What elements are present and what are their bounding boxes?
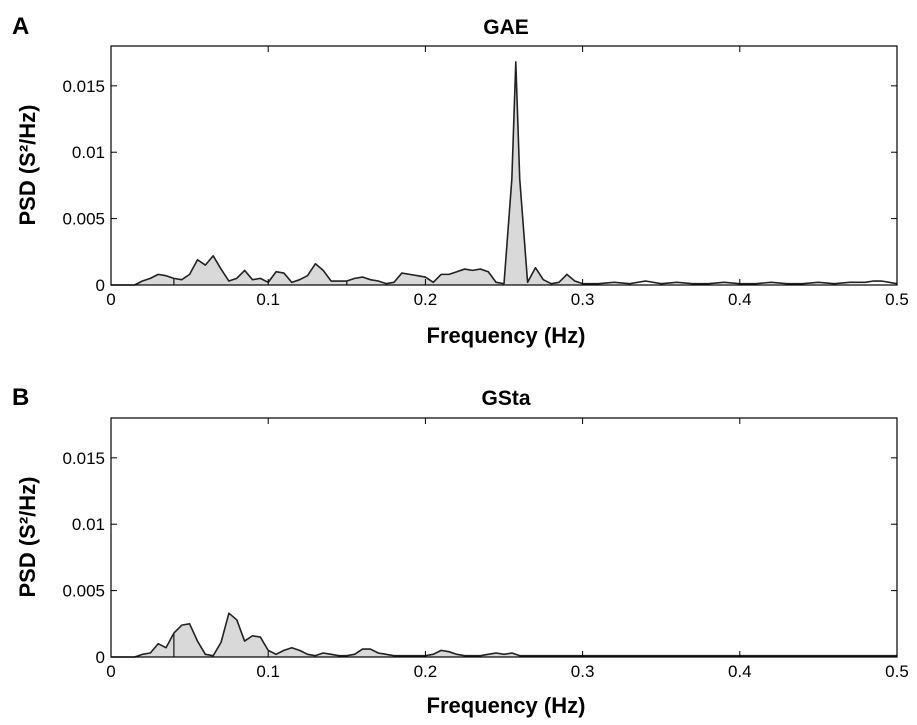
panel-a-letter: A bbox=[12, 13, 29, 40]
panel-a-y-tick-label: 0.005 bbox=[62, 210, 105, 229]
panel-a-title: GAE bbox=[483, 16, 529, 39]
panel-a-x-tick-label: 0.5 bbox=[885, 290, 909, 309]
panel-b-x-tick-label: 0 bbox=[106, 662, 115, 681]
panel-a-x-tick-label: 0.2 bbox=[414, 290, 438, 309]
panel-b-letter: B bbox=[12, 384, 29, 411]
panel-b-x-tick-label: 0.4 bbox=[728, 662, 752, 681]
panel-b-ylabel: PSD (S²/Hz) bbox=[15, 477, 40, 598]
panel-a-x-tick-label: 0 bbox=[106, 290, 115, 309]
panel-a-x-tick-label: 0.3 bbox=[571, 290, 595, 309]
panel-a-series-line bbox=[111, 61, 898, 286]
panel-b-shaded-area bbox=[134, 613, 583, 657]
panel-b-series-line bbox=[111, 612, 897, 658]
panel-a-x-tick-label: 0.4 bbox=[728, 290, 752, 309]
panel-b-y-tick-label: 0.005 bbox=[62, 582, 105, 601]
panel-a-y-tick-label: 0 bbox=[96, 276, 105, 295]
panel-b-xlabel: Frequency (Hz) bbox=[427, 693, 586, 718]
panel-b-y-tick-label: 0.015 bbox=[62, 449, 105, 468]
panel-b-x-tick-label: 0.5 bbox=[885, 662, 909, 681]
panel-b-plot: 0 0.1 0.2 0.3 0.4 0.5 0 0.005 0.01 0.015 bbox=[62, 417, 909, 681]
panel-a-x-tick-label: 0.1 bbox=[256, 290, 280, 309]
panel-b-x-tick-label: 0.3 bbox=[571, 662, 595, 681]
panel-a-y-tick-label: 0.015 bbox=[62, 77, 105, 96]
panel-b-x-tick-label: 0.1 bbox=[256, 662, 280, 681]
panel-b-title: GSta bbox=[481, 387, 530, 410]
panel-a-y-tick-label: 0.01 bbox=[72, 143, 105, 162]
panel-a: A GAE 0 0.1 0.2 0.3 0.4 0.5 0 0.005 0.01 0.015 Fr… bbox=[12, 13, 909, 348]
panel-b: B GSta 0 0.1 0.2 0.3 0.4 0.5 0 0.005 0.01 0.015 F… bbox=[12, 384, 909, 718]
panel-a-ylabel: PSD (S²/Hz) bbox=[15, 105, 40, 226]
panel-a-axes-frame bbox=[110, 45, 898, 286]
panel-a-plot: 0 0.1 0.2 0.3 0.4 0.5 0 0.005 0.01 0.015 bbox=[62, 45, 909, 309]
panel-b-y-tick-label: 0.01 bbox=[72, 515, 105, 534]
panel-b-x-tick-label: 0.2 bbox=[414, 662, 438, 681]
panel-b-axes-frame bbox=[110, 417, 898, 658]
panel-b-y-tick-label: 0 bbox=[96, 648, 105, 667]
panel-a-xlabel: Frequency (Hz) bbox=[427, 323, 586, 348]
